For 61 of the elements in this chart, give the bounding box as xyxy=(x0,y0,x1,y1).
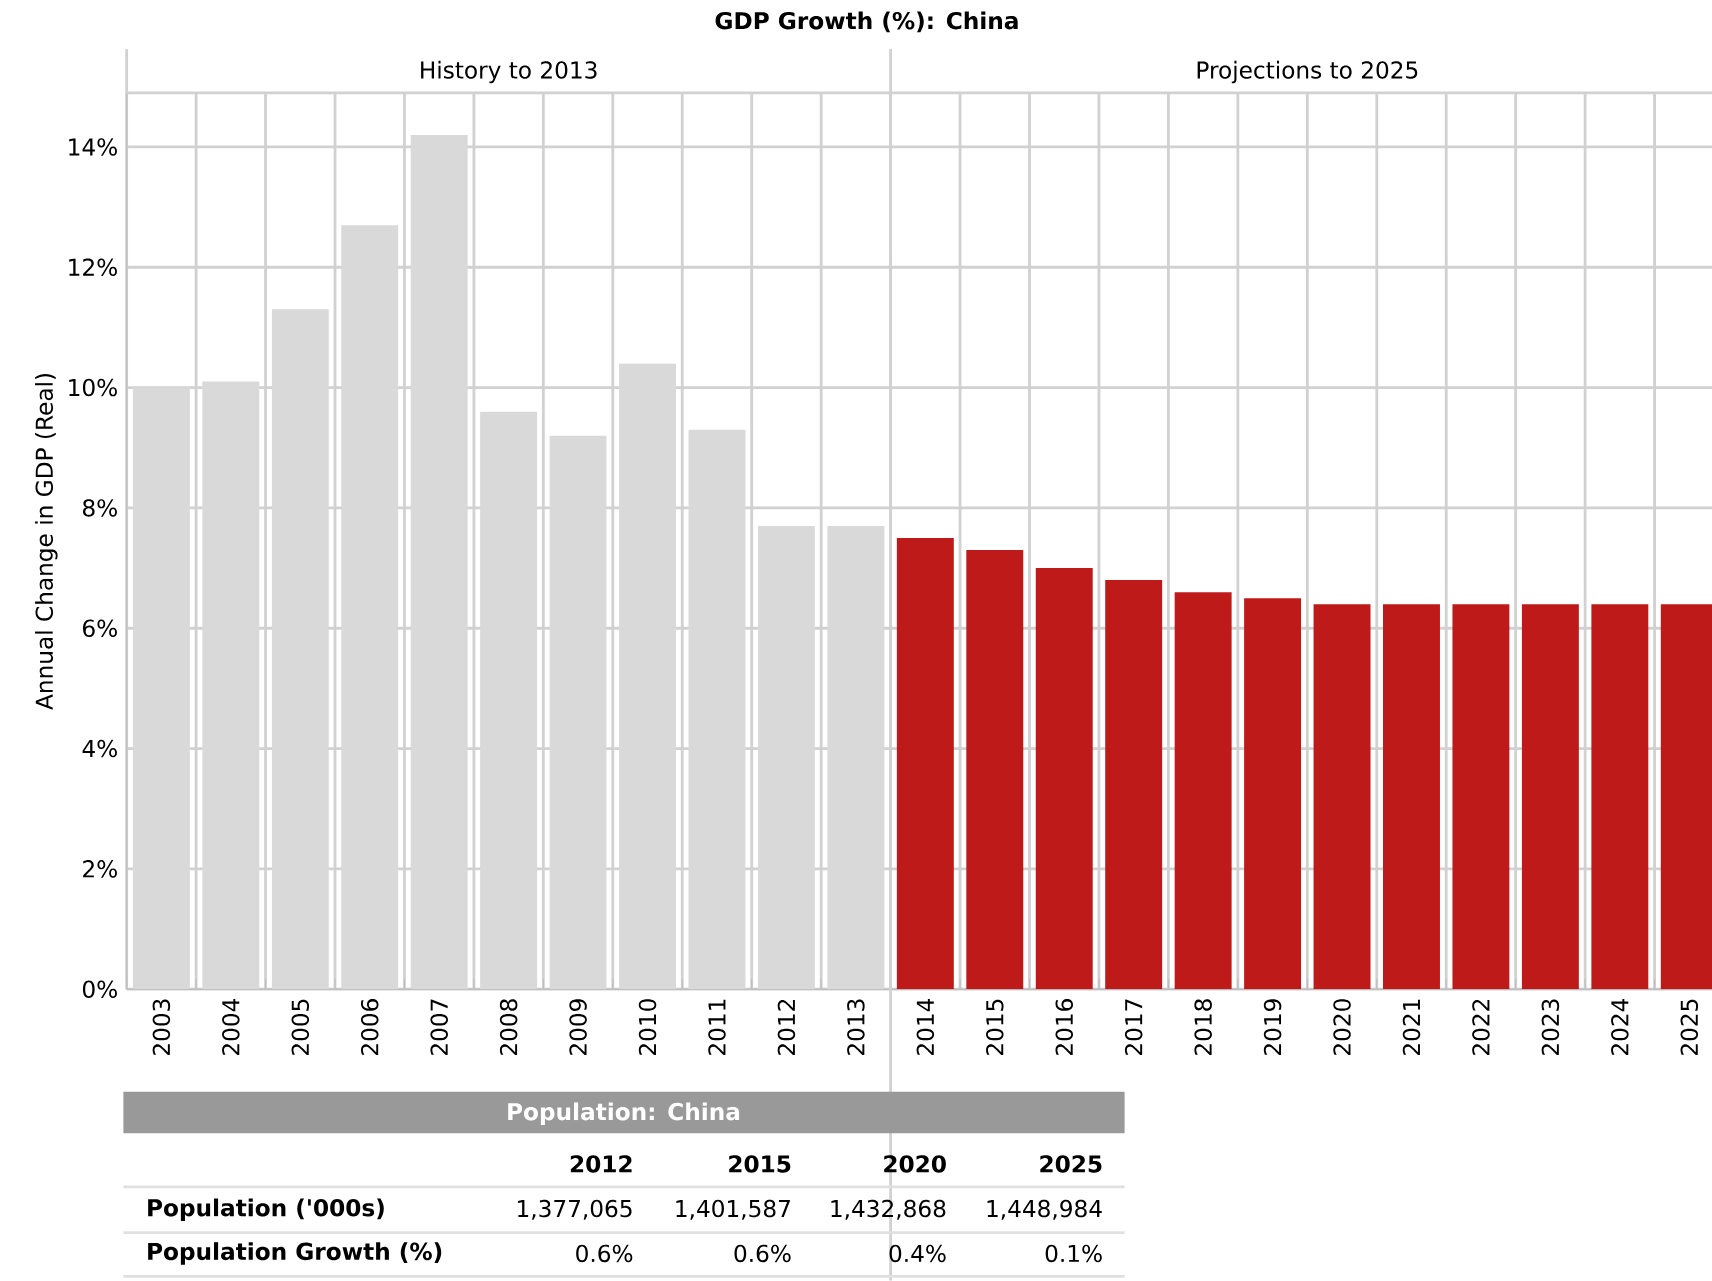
text: Projections to 2025 xyxy=(1197,60,1418,84)
y-tick-label: 2% xyxy=(83,860,117,878)
x-tick-label: 2016 xyxy=(1055,999,1074,1056)
x-tick-label: 2009 xyxy=(569,999,587,1056)
text: 0.6% xyxy=(734,1244,791,1263)
bar xyxy=(1313,604,1371,990)
text: 2012 xyxy=(570,1155,632,1173)
x-tick-label: 2022 xyxy=(1472,1000,1490,1056)
text: 1,401,587 xyxy=(676,1199,790,1220)
text: 2015 xyxy=(729,1155,791,1173)
y-tick-label: 8% xyxy=(83,499,117,517)
x-tick-label: 2013 xyxy=(847,999,865,1056)
x-tick-label: 2007 xyxy=(430,999,448,1056)
x-tick-label: 2019 xyxy=(1263,999,1282,1056)
text: Population: China xyxy=(508,1102,740,1126)
x-tick-label: 2012 xyxy=(777,1000,796,1056)
x-tick-label: 2004 xyxy=(222,999,240,1056)
text: 1,377,065 xyxy=(518,1199,632,1220)
bar xyxy=(896,538,954,990)
bar xyxy=(1383,604,1440,990)
text: 2025 xyxy=(1040,1155,1102,1173)
bar xyxy=(1591,604,1649,990)
y-tick-label: 6% xyxy=(83,619,117,638)
bar xyxy=(1452,604,1510,990)
y-tick-label: 10% xyxy=(69,378,117,397)
text: 0.4% xyxy=(889,1244,946,1263)
y-tick-label: 4% xyxy=(82,739,117,758)
text: 1,448,984 xyxy=(987,1199,1102,1220)
bar xyxy=(966,550,1024,990)
text: Population ('000s) xyxy=(148,1198,384,1222)
bar xyxy=(1035,568,1093,990)
y-tick-label: 14% xyxy=(69,138,117,156)
x-tick-label: 2008 xyxy=(499,999,518,1056)
text: 0.6% xyxy=(576,1244,633,1263)
chart-title: GDP Growth (%): China xyxy=(715,11,1018,33)
text: 1,432,868 xyxy=(831,1199,946,1220)
bar xyxy=(1174,592,1232,990)
text: Population Growth (%) xyxy=(148,1242,442,1265)
x-tick-label: 2003 xyxy=(152,999,171,1056)
y-tick-label: 12% xyxy=(69,258,117,277)
x-tick-label: 2025 xyxy=(1680,999,1699,1056)
text: 2020 xyxy=(884,1155,946,1173)
bar xyxy=(1244,598,1302,990)
y-axis-title: Annual Change in GDP (Real) xyxy=(35,374,58,710)
x-tick-label: 2018 xyxy=(1194,999,1212,1056)
x-tick-label: 2014 xyxy=(916,999,935,1056)
x-tick-label: 2005 xyxy=(291,999,310,1056)
x-tick-label: 2023 xyxy=(1541,999,1560,1056)
x-tick-label: 2006 xyxy=(360,999,379,1056)
x-tick-label: 2020 xyxy=(1333,999,1351,1056)
bar xyxy=(1521,604,1579,990)
x-tick-label: 2015 xyxy=(986,999,1004,1056)
x-tick-label: 2010 xyxy=(638,999,657,1056)
x-tick-label: 2021 xyxy=(1402,999,1421,1056)
text: 0.1% xyxy=(1045,1244,1102,1263)
x-tick-label: 2017 xyxy=(1124,999,1143,1056)
text: History to 2013 xyxy=(421,60,597,84)
y-tick-label: 0% xyxy=(82,980,117,999)
x-tick-label: 2024 xyxy=(1611,999,1629,1056)
bar xyxy=(1105,580,1163,990)
x-tick-label: 2011 xyxy=(708,999,726,1056)
